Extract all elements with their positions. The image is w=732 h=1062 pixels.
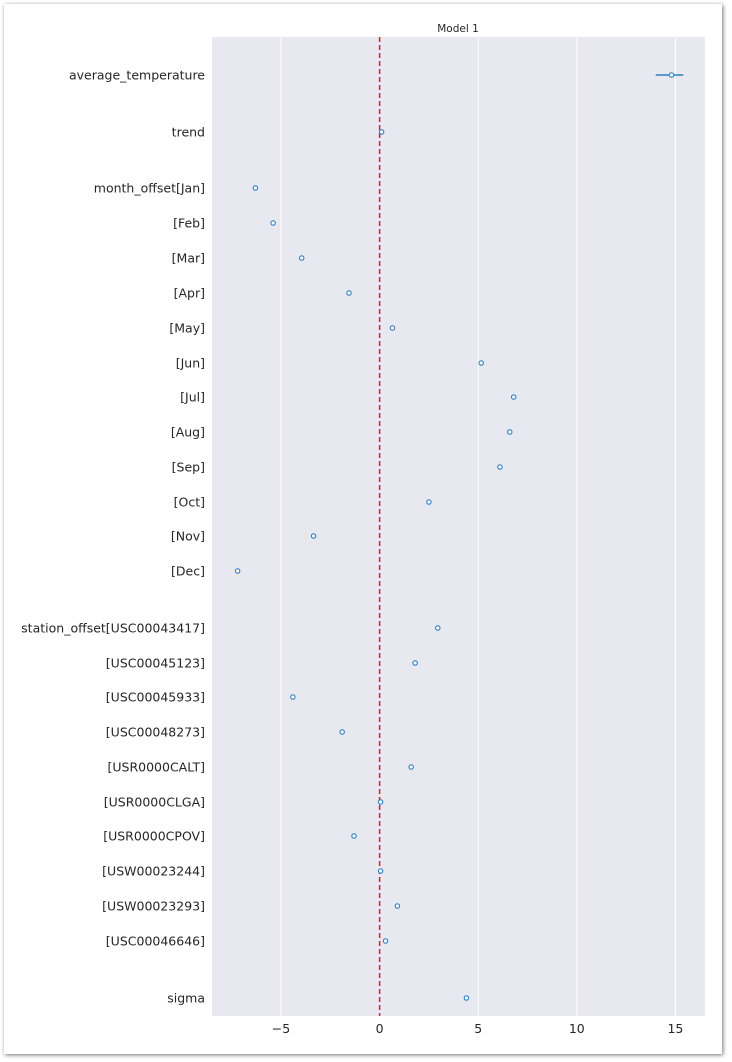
row-label: [May] (169, 321, 205, 336)
point-estimate-marker (412, 660, 418, 666)
point-estimate-marker (463, 995, 470, 1001)
row-label: [Mar] (172, 251, 205, 266)
point-estimate-marker (378, 129, 385, 135)
point-estimate-marker (290, 694, 296, 700)
x-tick-label: 0 (376, 1021, 384, 1036)
point-estimate-marker (339, 729, 345, 735)
x-tick-label: 10 (569, 1021, 585, 1036)
row-label: [USC00048273] (106, 725, 205, 740)
point-estimate-marker (252, 185, 259, 191)
point-estimate-marker (408, 764, 414, 770)
x-tick-label: −5 (272, 1021, 290, 1036)
point-estimate-marker (351, 833, 357, 839)
point-estimate-marker (377, 799, 384, 805)
point-estimate-marker (382, 938, 389, 944)
row-label: [USR0000CPOV] (103, 829, 205, 844)
x-tick-label: 15 (667, 1021, 683, 1036)
row-label: [USC00045123] (106, 656, 205, 671)
point-estimate-marker (310, 533, 317, 539)
row-label: [Apr] (174, 286, 205, 301)
point-estimate-marker (346, 290, 352, 296)
point-estimate-marker (507, 429, 513, 435)
row-label: [Aug] (171, 425, 205, 440)
row-label: [Jun] (176, 356, 205, 371)
point-estimate-marker (435, 625, 441, 631)
point-estimate-marker (478, 360, 484, 366)
row-label: average_temperature (69, 68, 205, 83)
row-label: trend (172, 125, 205, 140)
point-estimate-marker (426, 499, 432, 505)
point-estimates (234, 72, 675, 1001)
point-estimate-marker (510, 394, 517, 400)
row-label: [Oct] (174, 495, 205, 510)
plot-title: Model 1 (437, 23, 479, 35)
row-label: [Sep] (172, 460, 205, 475)
plot-background (212, 37, 705, 1016)
point-estimate-marker (377, 868, 384, 874)
point-estimate-marker (270, 220, 276, 226)
row-label: station_offset[USC00043417] (21, 621, 205, 636)
row-label: sigma (167, 991, 205, 1006)
row-label: [USC00046646] (106, 934, 205, 949)
row-label: [USW00023244] (102, 864, 205, 879)
x-tick-label: 5 (474, 1021, 482, 1036)
row-label: [Dec] (171, 564, 205, 579)
point-estimate-marker (234, 568, 241, 574)
x-tick-labels: −5 0 5 10 15 (272, 1021, 684, 1036)
row-label: month_offset[Jan] (94, 181, 205, 196)
row-label: [USC00045933] (106, 690, 205, 705)
row-label: [USR0000CALT] (108, 760, 206, 775)
point-estimate-marker (298, 255, 305, 261)
point-estimate-marker (668, 72, 675, 78)
row-label: [Jul] (180, 390, 205, 405)
row-label: [USR0000CLGA] (104, 795, 205, 810)
row-label: [Feb] (173, 216, 205, 231)
grid-lines (280, 37, 676, 1016)
point-estimate-marker (394, 903, 401, 909)
row-label: [USW00023293] (102, 899, 205, 914)
point-estimate-marker (497, 464, 503, 470)
row-label: [Nov] (171, 529, 205, 544)
point-estimate-marker (389, 325, 396, 331)
